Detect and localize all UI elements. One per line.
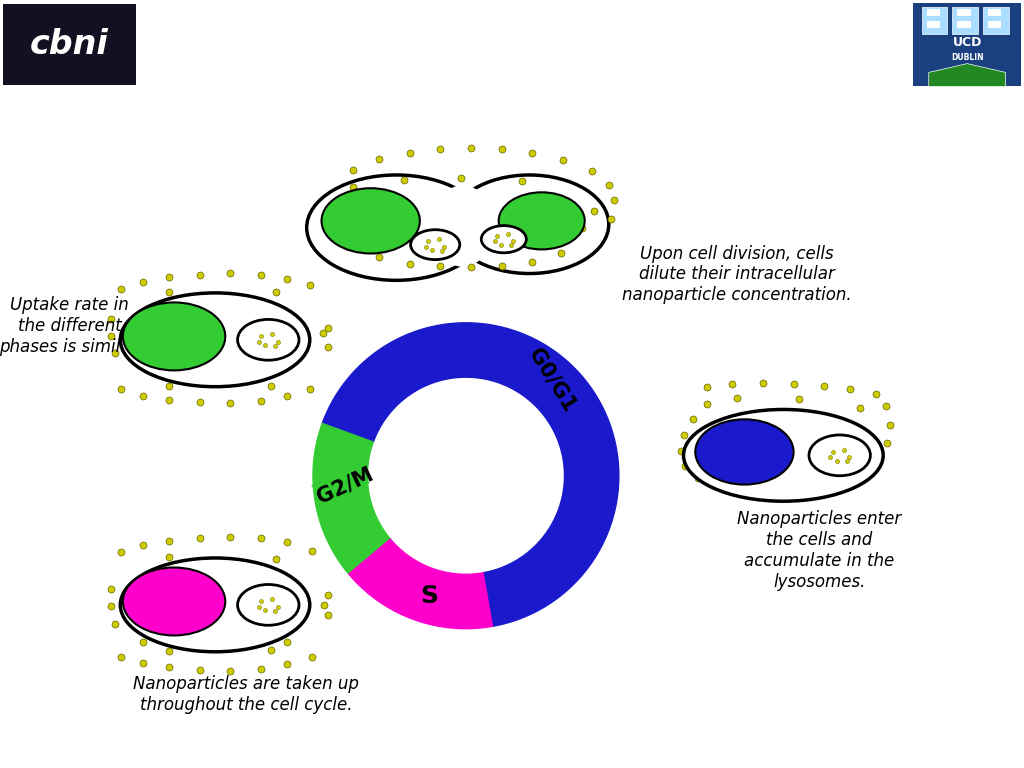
Bar bbox=[983, 7, 1009, 34]
Polygon shape bbox=[440, 581, 480, 618]
Ellipse shape bbox=[238, 584, 299, 625]
Ellipse shape bbox=[684, 409, 883, 502]
Ellipse shape bbox=[121, 293, 309, 387]
Text: G0/G1: G0/G1 bbox=[525, 344, 580, 415]
Polygon shape bbox=[487, 580, 528, 617]
Bar bbox=[957, 22, 971, 28]
Text: Nanoparticles are taken up
throughout the cell cycle.: Nanoparticles are taken up throughout th… bbox=[133, 675, 358, 714]
Bar bbox=[922, 7, 947, 34]
Polygon shape bbox=[349, 539, 493, 629]
Text: G2/M: G2/M bbox=[313, 464, 376, 508]
Text: DUBLIN: DUBLIN bbox=[951, 53, 983, 62]
Circle shape bbox=[322, 188, 420, 253]
Bar bbox=[927, 22, 940, 28]
FancyBboxPatch shape bbox=[3, 4, 136, 84]
Ellipse shape bbox=[432, 185, 494, 266]
FancyBboxPatch shape bbox=[913, 2, 1021, 86]
Text: Uptake rate in
the different
phases is similar.: Uptake rate in the different phases is s… bbox=[0, 296, 140, 356]
Polygon shape bbox=[313, 423, 390, 574]
Text: Nanoparticles enter
the cells and
accumulate in the
lysosomes.: Nanoparticles enter the cells and accumu… bbox=[737, 510, 901, 591]
Ellipse shape bbox=[121, 558, 309, 652]
Ellipse shape bbox=[411, 230, 460, 260]
Text: Nanoparticle uptake in a cycling cell: example of a cell in G1: Nanoparticle uptake in a cycling cell: e… bbox=[223, 22, 862, 41]
Ellipse shape bbox=[481, 226, 526, 253]
Text: phase at the moment of exposure to nanoparticles: phase at the moment of exposure to nanop… bbox=[274, 59, 811, 78]
Text: Upon cell division, cells
dilute their intracellular
nanoparticle concentration.: Upon cell division, cells dilute their i… bbox=[623, 245, 852, 304]
Bar bbox=[988, 9, 1001, 16]
Bar bbox=[952, 7, 978, 34]
Bar bbox=[957, 9, 971, 16]
Bar bbox=[927, 9, 940, 16]
Ellipse shape bbox=[238, 319, 299, 360]
Bar bbox=[988, 22, 1001, 28]
Polygon shape bbox=[312, 482, 369, 508]
Ellipse shape bbox=[451, 175, 608, 273]
Circle shape bbox=[123, 568, 225, 635]
Polygon shape bbox=[323, 323, 618, 627]
Circle shape bbox=[123, 303, 225, 370]
Polygon shape bbox=[929, 64, 1006, 87]
Circle shape bbox=[695, 419, 794, 485]
Text: cbni: cbni bbox=[30, 28, 109, 61]
Ellipse shape bbox=[307, 175, 486, 280]
Circle shape bbox=[499, 192, 585, 250]
Text: UCD: UCD bbox=[952, 36, 982, 49]
Ellipse shape bbox=[809, 435, 870, 475]
Text: S: S bbox=[420, 584, 438, 608]
